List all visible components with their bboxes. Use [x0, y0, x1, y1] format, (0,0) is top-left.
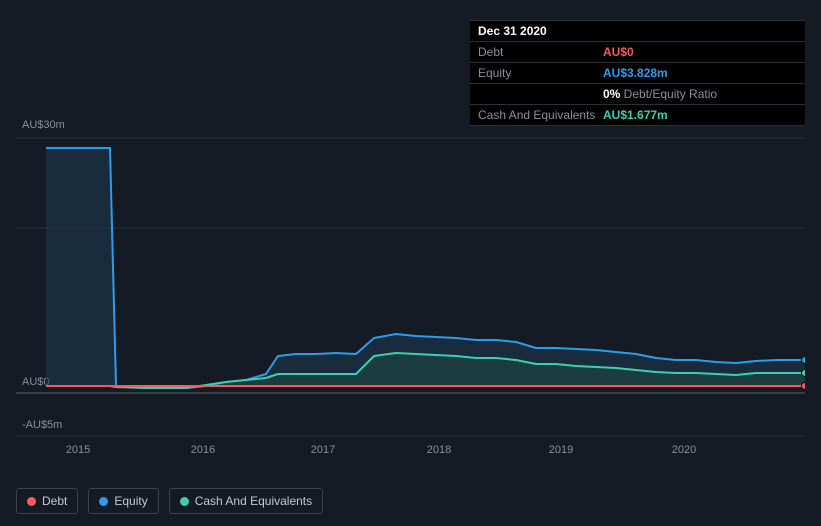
- tooltip-value: AU$0: [603, 45, 797, 59]
- legend-item[interactable]: Debt: [16, 488, 78, 514]
- legend-label: Cash And Equivalents: [195, 494, 312, 508]
- tooltip-label: Debt: [478, 45, 603, 59]
- svg-text:2015: 2015: [66, 444, 90, 456]
- legend-swatch: [99, 497, 108, 506]
- svg-text:2017: 2017: [311, 444, 335, 456]
- legend-item[interactable]: Equity: [88, 488, 158, 514]
- tooltip-suffix: Debt/Equity Ratio: [620, 87, 717, 101]
- svg-text:2018: 2018: [427, 444, 451, 456]
- legend-label: Debt: [42, 494, 67, 508]
- svg-text:2016: 2016: [191, 444, 215, 456]
- tooltip-value: AU$3.828m: [603, 66, 797, 80]
- tooltip-label: [478, 87, 603, 101]
- svg-text:AU$0: AU$0: [22, 376, 50, 388]
- svg-text:-AU$5m: -AU$5m: [22, 419, 62, 431]
- tooltip-date: Dec 31 2020: [478, 24, 547, 38]
- legend: Debt Equity Cash And Equivalents: [16, 488, 323, 514]
- svg-text:2019: 2019: [549, 444, 573, 456]
- tooltip-panel: Dec 31 2020 DebtAU$0EquityAU$3.828m0% De…: [470, 20, 805, 126]
- legend-label: Equity: [114, 494, 147, 508]
- debt-equity-chart[interactable]: AU$30m AU$0 -AU$5m 2015 2016 2017 2018 2019 2020: [16, 120, 805, 470]
- legend-swatch: [180, 497, 189, 506]
- svg-text:2020: 2020: [672, 444, 696, 456]
- tooltip-value: 0% Debt/Equity Ratio: [603, 87, 797, 101]
- tooltip-row: DebtAU$0: [470, 42, 805, 63]
- tooltip-row: EquityAU$3.828m: [470, 63, 805, 84]
- legend-swatch: [27, 497, 36, 506]
- legend-item[interactable]: Cash And Equivalents: [169, 488, 323, 514]
- tooltip-row: 0% Debt/Equity Ratio: [470, 84, 805, 105]
- tooltip-label: Equity: [478, 66, 603, 80]
- svg-text:AU$30m: AU$30m: [22, 120, 65, 131]
- tooltip-date-row: Dec 31 2020: [470, 21, 805, 42]
